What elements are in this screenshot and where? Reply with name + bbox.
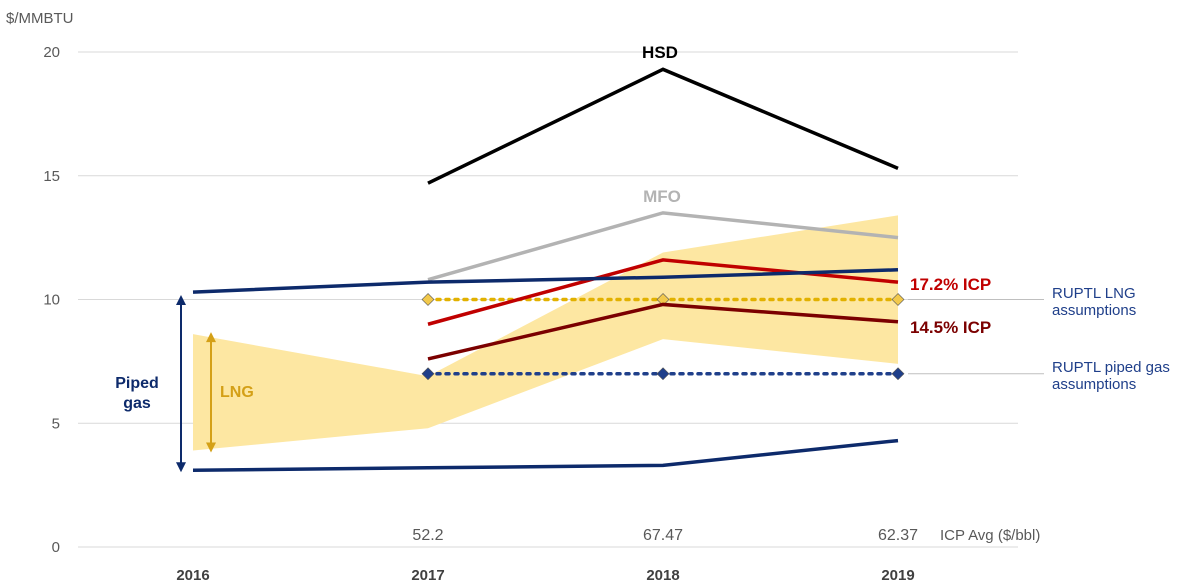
series-line xyxy=(427,302,899,361)
y-tick-label: 10 xyxy=(43,292,60,309)
range-arrowhead-top xyxy=(206,332,216,343)
series-label-mfo: MFO xyxy=(643,187,681,206)
reference-label: RUPTL LNG xyxy=(1052,285,1136,302)
range-label: Piped xyxy=(115,375,159,392)
range-arrowhead-top xyxy=(176,295,186,306)
series-line xyxy=(427,211,899,282)
series-layer xyxy=(192,67,899,473)
reference-label: assumptions xyxy=(1052,376,1136,393)
icp-axis-label: ICP Avg ($/bbl) xyxy=(940,527,1040,544)
labels-layer: $/MMBTU 0 5 10 15 20 2016 2017 2018 2019 52.2 67.47… xyxy=(6,10,1170,582)
series-line xyxy=(427,67,899,185)
reference-marker xyxy=(421,293,435,306)
y-tick-label: 0 xyxy=(52,539,60,556)
icp-value-label: 62.37 xyxy=(878,527,918,544)
icp-value-label: 52.2 xyxy=(412,527,443,544)
reference-marker xyxy=(891,367,905,381)
x-tick-label: 2017 xyxy=(411,567,444,582)
y-axis-unit-label: $/MMBTU xyxy=(6,10,74,27)
reference-label: assumptions xyxy=(1052,302,1136,319)
series-line xyxy=(427,258,899,326)
icp-value-label: 67.47 xyxy=(643,527,683,544)
reference-marker xyxy=(656,367,670,381)
range-arrowhead-bottom xyxy=(206,442,216,453)
y-tick-label: 15 xyxy=(43,168,60,185)
series-line xyxy=(192,438,899,473)
range-annotations-layer: Piped gas LNG xyxy=(115,295,254,473)
reference-label: RUPTL piped gas xyxy=(1052,359,1170,376)
range-label: gas xyxy=(123,395,151,412)
reference-marker xyxy=(891,293,905,306)
x-tick-label: 2018 xyxy=(646,567,679,582)
reference-marker xyxy=(421,367,435,381)
x-tick-label: 2016 xyxy=(176,567,209,582)
range-arrowhead-bottom xyxy=(176,462,186,473)
y-tick-label: 5 xyxy=(52,415,60,432)
series-line xyxy=(192,268,899,294)
series-label-17-2-icp: 17.2% ICP xyxy=(910,275,991,294)
series-label-14-5-icp: 14.5% ICP xyxy=(910,318,991,337)
range-label: LNG xyxy=(220,384,254,401)
y-tick-label: 20 xyxy=(43,44,60,61)
x-tick-label: 2019 xyxy=(881,567,914,582)
series-label-hsd: HSD xyxy=(642,43,678,62)
